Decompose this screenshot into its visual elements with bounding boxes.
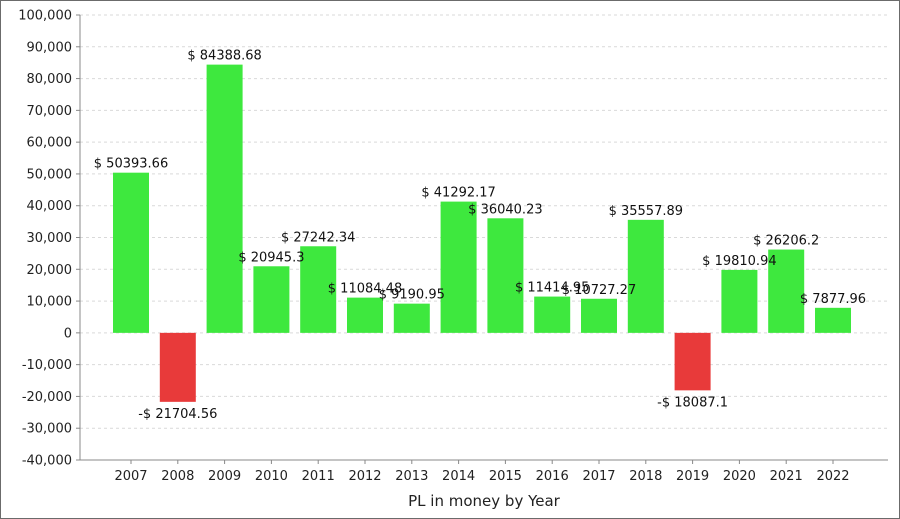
y-tick-label: -10,000 [22,358,72,373]
x-tick-label: 2011 [302,469,335,484]
y-tick-label: 50,000 [27,167,73,182]
x-tick-label: 2015 [489,469,522,484]
y-tick-label: -30,000 [22,422,72,437]
y-tick-label: 70,000 [27,104,73,119]
data-label-2020: $ 19810.94 [702,254,776,269]
x-axis: 2007 2008 2009 2010 2011 2012 2013 2014 2015 2016… [80,459,888,484]
data-label-2013: $ 9190.95 [379,288,445,303]
bar-2022 [815,307,851,333]
y-tick-label: 0 [64,326,72,341]
data-label-2022: $ 7877.96 [800,292,866,307]
y-tick-label: -20,000 [22,390,72,405]
x-tick-label: 2010 [255,469,288,484]
bar-2009 [206,64,243,333]
x-tick-label: 2007 [114,469,147,484]
bar-2020 [721,269,758,333]
y-tick-label: 40,000 [27,199,73,214]
bar-2015 [487,218,524,333]
x-tick-label: 2014 [442,469,475,484]
x-axis-title: PL in money by Year [408,492,561,510]
bar-2010 [253,266,290,333]
bars [113,64,851,402]
data-label-2015: $ 36040.23 [468,202,542,217]
x-tick-label: 2016 [536,469,569,484]
data-label-2008: -$ 21704.56 [138,407,217,422]
data-labels: $ 50393.66 -$ 21704.56 $ 84388.68 $ 20945.3… [94,49,866,422]
bar-2014 [440,201,477,333]
data-label-2019: -$ 18087.1 [657,395,728,410]
x-tick-label: 2022 [816,469,849,484]
y-axis: -40,000 -30,000 -20,000 -10,000 0 10,000 20,00… [18,9,81,469]
x-tick-label: 2012 [348,469,381,484]
bar-2021 [768,249,805,333]
data-label-2016: $ 11414.95 [515,281,589,296]
y-tick-label: 10,000 [27,295,73,310]
x-tick-label: 2009 [208,469,241,484]
x-tick-label: 2020 [723,469,756,484]
y-tick-label: 80,000 [27,72,73,87]
bar-2008 [159,332,196,402]
x-tick-label: 2021 [770,469,803,484]
y-tick-label: 30,000 [27,231,73,246]
y-tick-label: 90,000 [27,40,73,55]
x-tick-label: 2018 [629,469,662,484]
x-tick-label: 2019 [676,469,709,484]
y-tick-label: -40,000 [22,454,72,469]
data-label-2010: $ 20945.3 [238,250,304,265]
x-tick-label: 2008 [161,469,194,484]
y-tick-label: 100,000 [18,9,72,24]
x-tick-label: 2013 [395,469,428,484]
bar-2011 [300,246,337,333]
y-tick-label: 60,000 [27,136,73,151]
data-label-2007: $ 50393.66 [94,157,168,172]
data-label-2014: $ 41292.17 [421,186,495,201]
x-tick-label: 2017 [582,469,615,484]
data-label-2012: $ 11084.48 [328,282,402,297]
data-label-2021: $ 26206.2 [753,234,819,249]
bar-2019 [674,332,711,391]
bar-2012 [347,297,383,333]
bar-2016 [534,296,571,333]
bar-2018 [627,219,664,333]
data-label-2009: $ 84388.68 [187,49,261,64]
bar-2017 [581,298,617,333]
data-label-2017: $ 10727.27 [562,283,636,298]
y-tick-label: 20,000 [27,263,73,278]
data-label-2011: $ 27242.34 [281,230,355,245]
bar-2013 [393,303,430,333]
data-label-2018: $ 35557.89 [609,204,683,219]
bar-2007 [113,172,149,333]
